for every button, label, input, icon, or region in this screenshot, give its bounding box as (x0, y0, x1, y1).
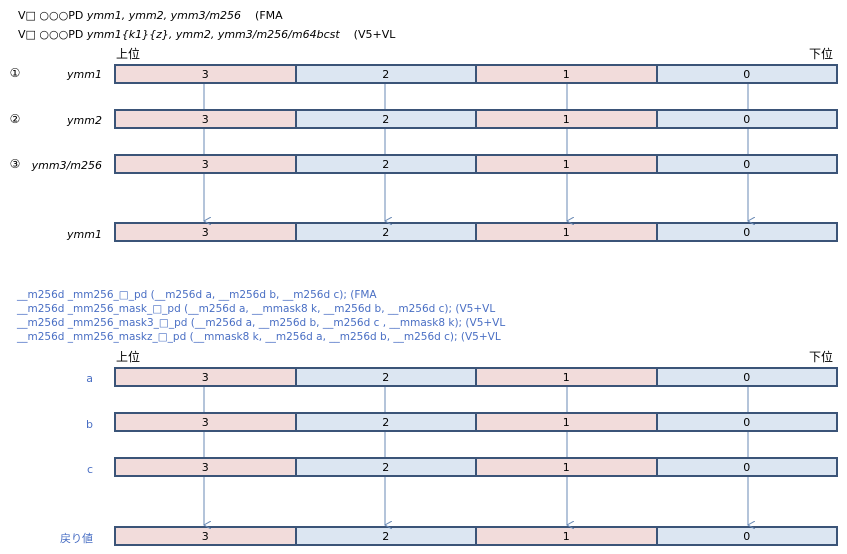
lane-0: 0 (657, 156, 836, 172)
lane-3: 3 (116, 528, 297, 544)
lane-2: 2 (296, 224, 477, 240)
lane-1: 1 (477, 414, 658, 430)
lane-2: 2 (296, 369, 477, 385)
lane-3: 3 (116, 459, 297, 475)
intrinsic-line-3: __m256d _mm256_mask3_□_pd (__m256d a, __… (17, 317, 506, 329)
lane-1: 1 (477, 369, 658, 385)
lane-0: 0 (657, 528, 836, 544)
row-number-3: ③ (9, 157, 21, 171)
row-number-1: ① (9, 66, 21, 80)
row-label-return: 戻り値 (60, 532, 93, 545)
top-lower-label: 下位 (809, 47, 834, 61)
header-line-2: V□ ○○○PD ymm1{k1}{z}, ymm2, ymm3/m256/m6… (18, 28, 395, 41)
row-label-b: b (86, 418, 93, 431)
register-row-ymm1-result: 3 2 1 0 (114, 222, 838, 242)
lane-2: 2 (296, 414, 477, 430)
bottom-lower-label: 下位 (809, 350, 834, 364)
lane-0: 0 (657, 414, 836, 430)
register-row-return: 3 2 1 0 (114, 526, 838, 546)
lane-1: 1 (477, 66, 658, 82)
register-row-ymm2: 3 2 1 0 (114, 109, 838, 129)
lane-1: 1 (477, 156, 658, 172)
header-line-1-operands: ymm1, ymm2, ymm3/m256 (86, 9, 242, 22)
lane-0: 0 (657, 66, 836, 82)
row-label-c: c (86, 463, 93, 476)
row-number-2: ② (9, 112, 21, 126)
header-line-1: V□ ○○○PD ymm1, ymm2, ymm3/m256 (FMA (18, 9, 283, 22)
lane-3: 3 (116, 156, 297, 172)
lane-1: 1 (477, 459, 658, 475)
lane-2: 2 (296, 66, 477, 82)
lane-3: 3 (116, 414, 297, 430)
lane-2: 2 (296, 528, 477, 544)
lane-0: 0 (657, 459, 836, 475)
lane-2: 2 (296, 156, 477, 172)
lane-1: 1 (477, 111, 658, 127)
lane-3: 3 (116, 369, 297, 385)
lane-2: 2 (296, 111, 477, 127)
lane-2: 2 (296, 459, 477, 475)
lane-0: 0 (657, 111, 836, 127)
row-label-ymm2: ymm2 (67, 114, 102, 127)
row-label-ymm3-m256: ymm3/m256 (31, 159, 102, 172)
register-row-a: 3 2 1 0 (114, 367, 838, 387)
bottom-upper-label: 上位 (116, 350, 141, 364)
header-line-2-prefix: V□ ○○○PD (18, 28, 87, 41)
row-label-ymm1-result: ymm1 (67, 228, 102, 241)
lane-0: 0 (657, 224, 836, 240)
register-row-ymm3: 3 2 1 0 (114, 154, 838, 174)
register-row-c: 3 2 1 0 (114, 457, 838, 477)
lane-3: 3 (116, 224, 297, 240)
intrinsic-line-2: __m256d _mm256_mask_□_pd (__m256d a, __m… (17, 303, 496, 315)
register-row-ymm1: 3 2 1 0 (114, 64, 838, 84)
row-label-a: a (86, 372, 93, 385)
header-line-1-prefix: V□ ○○○PD (18, 9, 87, 22)
lane-3: 3 (116, 66, 297, 82)
lane-1: 1 (477, 224, 658, 240)
header-line-1-suffix: (FMA (255, 9, 283, 22)
header-line-2-operands: ymm1{k1}{z}, ymm2, ymm3/m256/m64bcst (86, 28, 340, 41)
top-upper-label: 上位 (116, 47, 141, 61)
intrinsic-line-4: __m256d _mm256_maskz_□_pd (__mmask8 k, _… (17, 331, 501, 343)
intrinsic-line-1: __m256d _mm256_□_pd (__m256d a, __m256d … (17, 289, 377, 301)
lane-0: 0 (657, 369, 836, 385)
header-line-2-suffix: (V5+VL (353, 28, 396, 41)
register-row-b: 3 2 1 0 (114, 412, 838, 432)
lane-3: 3 (116, 111, 297, 127)
row-label-ymm1: ymm1 (67, 68, 102, 81)
lane-1: 1 (477, 528, 658, 544)
